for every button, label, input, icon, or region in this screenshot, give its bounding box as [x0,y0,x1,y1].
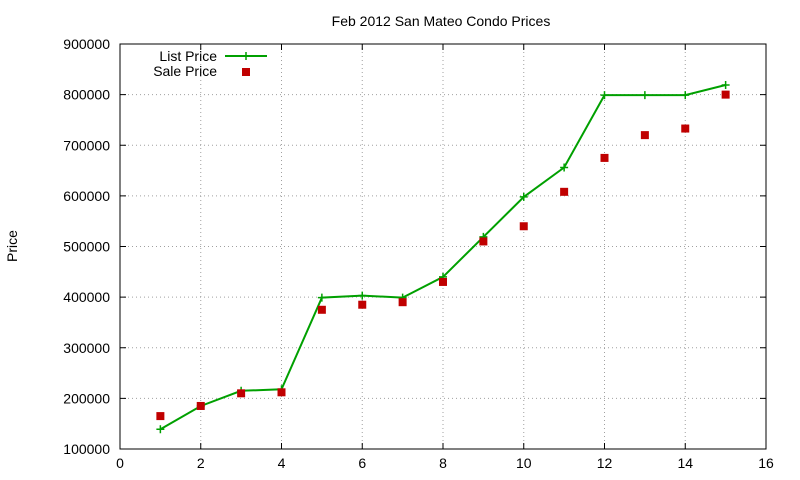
x-tick-label: 2 [197,455,205,471]
legend-label-list-price: List Price [159,48,217,64]
list-price-point [721,81,730,90]
y-axis-label: Price [4,230,20,262]
x-tick-label: 0 [116,455,124,471]
sale-price-point [600,153,609,162]
y-tick-label: 400000 [63,289,110,305]
x-tick-label: 14 [677,455,693,471]
list-price-point [317,293,326,302]
series [156,81,730,434]
list-price-point [640,91,649,100]
sale-price-point [237,389,246,398]
x-tick-label: 10 [516,455,532,471]
grid [120,44,766,449]
y-tick-label: 600000 [63,188,110,204]
x-tick-label: 6 [358,455,366,471]
legend-marker-list-price [242,52,250,60]
sale-price-point [640,131,649,140]
legend-marker-sale-price [242,68,250,76]
y-tick-label: 100000 [63,441,110,457]
list-price-point [600,91,609,100]
x-tick-label: 8 [439,455,447,471]
y-tick-label: 900000 [63,36,110,52]
sale-price-point [358,300,367,309]
x-tick-label: 16 [758,455,774,471]
y-tick-label: 500000 [63,239,110,255]
y-tick-label: 300000 [63,340,110,356]
sale-price-point [721,90,730,99]
chart-title: Feb 2012 San Mateo Condo Prices [332,13,551,29]
legend-label-sale-price: Sale Price [153,63,217,79]
x-tick-label: 4 [278,455,286,471]
sale-price-point [479,237,488,246]
legend: List Price Sale Price [153,48,267,79]
sale-price-point [560,187,569,196]
list-price-point [560,163,569,172]
y-tick-label: 800000 [63,87,110,103]
list-price-point [681,91,690,100]
axis-ticks: 0 2 4 6 8 10 12 14 16 100000 200000 300000 400000 500… [63,36,774,471]
y-tick-label: 700000 [63,137,110,153]
list-price-point [156,425,165,434]
list-price-point [519,192,528,201]
sale-price-point [317,305,326,314]
sale-price-point [196,401,205,410]
sale-price-point [681,124,690,133]
list-price-point [358,291,367,300]
sale-price-point [398,298,407,307]
x-tick-label: 12 [597,455,613,471]
sale-price-point [519,222,528,231]
y-tick-label: 200000 [63,390,110,406]
sale-price-point [439,277,447,286]
sale-price-point [277,388,286,397]
sale-price-point [156,412,165,421]
